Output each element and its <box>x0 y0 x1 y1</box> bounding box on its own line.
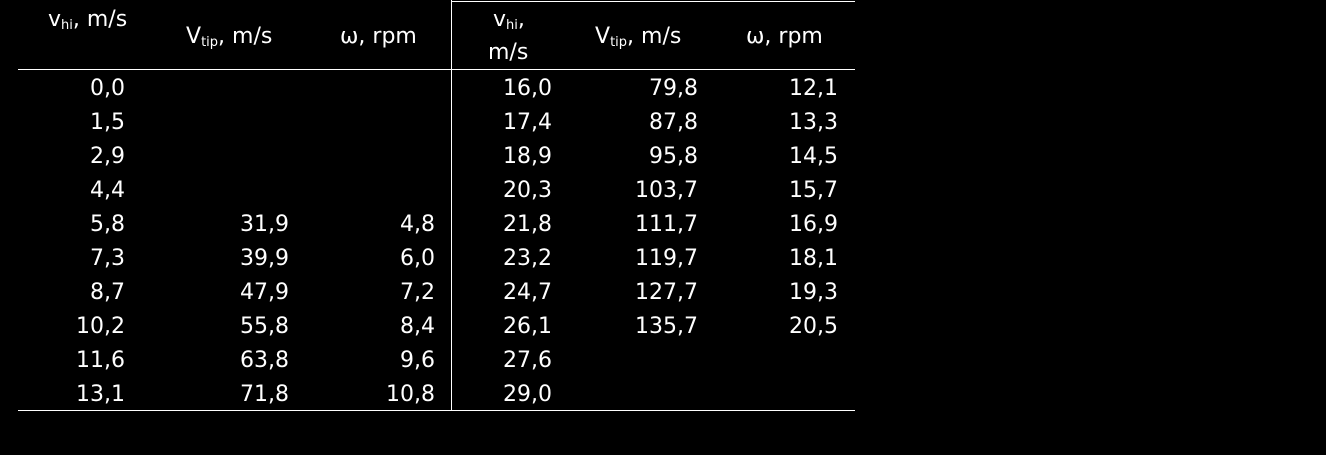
data-table: vhi, m/s Vtip, m/s ω, rpm vhi, m/s Vtip,… <box>18 0 855 412</box>
cell-omega-left <box>289 106 435 140</box>
table-row: 11,6 63,8 9,6 27,6 <box>18 344 855 378</box>
cell-omega-right: 15,7 <box>789 178 838 203</box>
header-vtip-right-unit: , m/s <box>627 24 682 49</box>
cell-vhi-right: 21,8 <box>503 212 552 237</box>
top-rule <box>452 1 855 2</box>
table-row: 0,0 16,0 79,8 12,1 <box>18 72 855 106</box>
cell-omega-left <box>289 140 435 174</box>
cell-omega-right: 18,1 <box>789 246 838 271</box>
cell-omega-left: 8,4 <box>400 314 435 339</box>
cell-omega-right <box>698 378 838 412</box>
cell-vhi-left: 13,1 <box>76 382 125 407</box>
table-row: 7,3 39,9 6,0 23,2 119,7 18,1 <box>18 242 855 276</box>
cell-vtip-left <box>125 140 289 174</box>
cell-vhi-left: 5,8 <box>90 212 125 237</box>
bottom-rule <box>18 410 855 411</box>
cell-omega-left: 7,2 <box>400 280 435 305</box>
cell-vhi-right: 27,6 <box>503 348 552 373</box>
cell-vhi-left: 4,4 <box>90 178 125 203</box>
cell-vhi-right: 23,2 <box>503 246 552 271</box>
cell-omega-right: 14,5 <box>789 144 838 169</box>
cell-omega-right: 13,3 <box>789 110 838 135</box>
cell-vtip-left: 63,8 <box>240 348 289 373</box>
cell-vtip-left <box>125 72 289 106</box>
header-vhi-left: vhi, m/s <box>48 6 127 34</box>
cell-vhi-right: 20,3 <box>503 178 552 203</box>
cell-omega-right <box>698 344 838 378</box>
cell-vhi-left: 10,2 <box>76 314 125 339</box>
cell-omega-right: 16,9 <box>789 212 838 237</box>
header-omega-left: ω, rpm <box>340 24 417 49</box>
cell-vhi-left: 8,7 <box>90 280 125 305</box>
cell-omega-right: 12,1 <box>789 76 838 101</box>
cell-vhi-left: 7,3 <box>90 246 125 271</box>
cell-vtip-right: 119,7 <box>635 246 698 271</box>
cell-vtip-right: 103,7 <box>635 178 698 203</box>
cell-vtip-left: 39,9 <box>240 246 289 271</box>
table-row: 10,2 55,8 8,4 26,1 135,7 20,5 <box>18 310 855 344</box>
table-row: 13,1 71,8 10,8 29,0 <box>18 378 855 412</box>
header-vhi-left-unit: , m/s <box>72 7 128 32</box>
cell-vhi-left: 0,0 <box>90 76 125 101</box>
cell-vhi-right: 18,9 <box>503 144 552 169</box>
header-vtip-left-unit: , m/s <box>218 24 273 49</box>
table-row: 2,9 18,9 95,8 14,5 <box>18 140 855 174</box>
table-body: 0,0 16,0 79,8 12,1 1,5 17,4 87,8 13,3 2,… <box>18 72 855 412</box>
cell-omega-left: 9,6 <box>400 348 435 373</box>
header-vhi-left-main: v <box>48 7 62 32</box>
cell-vtip-right: 127,7 <box>635 280 698 305</box>
cell-vtip-left: 71,8 <box>240 382 289 407</box>
cell-vhi-left: 11,6 <box>76 348 125 373</box>
header-vtip-left-sub: tip <box>201 35 219 50</box>
vertical-divider <box>451 0 452 411</box>
cell-vhi-right: 16,0 <box>503 76 552 101</box>
header-rule <box>18 69 855 70</box>
table-row: 8,7 47,9 7,2 24,7 127,7 19,3 <box>18 276 855 310</box>
header-vtip-left-main: V <box>186 24 202 49</box>
cell-omega-left <box>289 174 435 208</box>
cell-vhi-right: 24,7 <box>503 280 552 305</box>
cell-vtip-right: 135,7 <box>635 314 698 339</box>
cell-vtip-left <box>125 174 289 208</box>
cell-vhi-right: 26,1 <box>503 314 552 339</box>
cell-omega-left: 10,8 <box>386 382 435 407</box>
header-vhi-right-main: v <box>493 7 507 32</box>
header-omega-right: ω, rpm <box>746 24 823 49</box>
cell-vtip-right: 79,8 <box>649 76 698 101</box>
cell-omega-right: 19,3 <box>789 280 838 305</box>
cell-omega-right: 20,5 <box>789 314 838 339</box>
header-vtip-left: Vtip, m/s <box>186 23 272 51</box>
cell-vtip-right: 111,7 <box>635 212 698 237</box>
cell-vtip-right <box>552 378 698 412</box>
cell-omega-left: 6,0 <box>400 246 435 271</box>
cell-vhi-right: 17,4 <box>503 110 552 135</box>
cell-vtip-left <box>125 106 289 140</box>
header-vhi-right-unit: m/s <box>488 40 529 65</box>
table-row: 5,8 31,9 4,8 21,8 111,7 16,9 <box>18 208 855 242</box>
header-vhi-right-sub: hi <box>506 18 518 33</box>
table-row: 1,5 17,4 87,8 13,3 <box>18 106 855 140</box>
cell-vtip-right: 95,8 <box>649 144 698 169</box>
header-vtip-right-sub: tip <box>610 35 628 50</box>
table-row: 4,4 20,3 103,7 15,7 <box>18 174 855 208</box>
header-vtip-right: Vtip, m/s <box>595 23 681 51</box>
header-vhi-right: vhi, <box>493 6 525 34</box>
cell-vtip-left: 31,9 <box>240 212 289 237</box>
cell-vtip-right <box>552 344 698 378</box>
header-vhi-right-comma: , <box>517 7 525 32</box>
cell-vhi-right: 29,0 <box>503 382 552 407</box>
header-vtip-right-main: V <box>595 24 611 49</box>
cell-vtip-left: 55,8 <box>240 314 289 339</box>
header-vhi-left-sub: hi <box>61 18 73 33</box>
cell-vtip-left: 47,9 <box>240 280 289 305</box>
cell-omega-left: 4,8 <box>400 212 435 237</box>
cell-vtip-right: 87,8 <box>649 110 698 135</box>
cell-vhi-left: 1,5 <box>90 110 125 135</box>
cell-omega-left <box>289 72 435 106</box>
cell-vhi-left: 2,9 <box>90 144 125 169</box>
